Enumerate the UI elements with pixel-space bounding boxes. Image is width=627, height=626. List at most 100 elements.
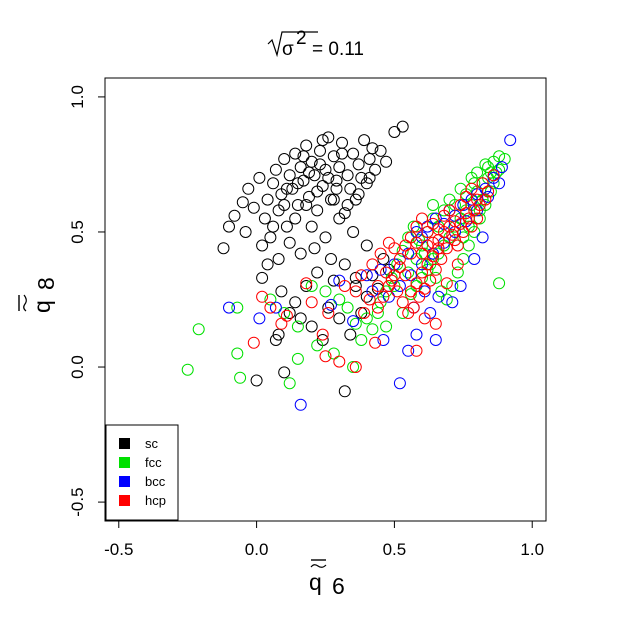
point-bcc [223, 301, 235, 314]
sqrt-symbol [267, 31, 318, 58]
point-hcp [440, 242, 453, 255]
point-bcc [468, 253, 481, 265]
point-sc [294, 312, 307, 325]
y-axis-title: q 8 [18, 277, 59, 313]
point-hcp [460, 207, 473, 220]
point-sc [341, 199, 354, 211]
y-tick-label: 1.0 [68, 85, 87, 109]
point-sc [330, 182, 343, 195]
point-sc [338, 258, 351, 271]
point-fcc [192, 323, 205, 336]
point-bcc [404, 269, 417, 282]
point-sc [258, 212, 271, 225]
point-hcp [319, 350, 332, 363]
point-bcc [393, 377, 406, 390]
point-fcc [333, 293, 346, 306]
point-fcc [416, 239, 428, 252]
point-hcp [363, 293, 376, 306]
point-fcc [479, 158, 492, 171]
point-hcp [404, 247, 417, 260]
y-label-symbol: q [29, 300, 55, 313]
point-hcp [371, 301, 384, 314]
point-fcc [234, 371, 247, 384]
point-fcc [498, 153, 511, 165]
point-sc [363, 171, 376, 184]
x-label-subscript: 6 [332, 573, 345, 599]
point-hcp [460, 190, 473, 203]
point-hcp [462, 212, 475, 225]
legend-box [105, 424, 179, 521]
point-sc [360, 177, 373, 190]
point-hcp [451, 239, 464, 252]
point-bcc [402, 344, 415, 357]
point-fcc [291, 352, 304, 365]
point-hcp [358, 307, 371, 319]
point-sc [278, 366, 291, 379]
point-bcc [325, 298, 337, 311]
x-tick-label: 0.5 [383, 540, 407, 559]
point-sc [371, 282, 384, 295]
point-hcp [391, 285, 404, 298]
point-sc [261, 258, 274, 271]
point-sc [280, 182, 293, 195]
point-hcp [449, 234, 461, 247]
point-sc [316, 134, 329, 147]
point-hcp [355, 269, 368, 282]
point-sc [347, 147, 360, 160]
point-hcp [385, 274, 398, 287]
point-sc [294, 247, 307, 260]
point-hcp [429, 263, 442, 276]
point-hcp [402, 307, 415, 319]
legend-label-hcp: hcp [145, 493, 166, 508]
data-points [181, 120, 517, 411]
point-hcp [410, 277, 423, 290]
point-bcc [454, 280, 467, 292]
point-sc [217, 242, 230, 255]
point-hcp [349, 361, 362, 373]
point-sc [256, 239, 269, 252]
title-power: 2 [296, 28, 307, 49]
point-fcc [181, 363, 194, 376]
legend-swatch-bcc [119, 476, 130, 487]
point-hcp [451, 258, 464, 271]
point-sc [223, 220, 235, 233]
point-sc [275, 285, 288, 298]
point-sc [311, 185, 324, 198]
point-bcc [294, 398, 307, 411]
point-bcc [374, 263, 387, 276]
x-tick-label: -0.5 [104, 540, 133, 559]
point-fcc [311, 339, 324, 352]
point-bcc [504, 134, 517, 147]
point-hcp [388, 269, 401, 282]
point-hcp [429, 317, 442, 330]
point-hcp [275, 317, 288, 330]
point-hcp [338, 280, 351, 292]
x-axis-title: q 6 [309, 559, 345, 599]
point-sc [269, 163, 282, 176]
point-fcc [457, 231, 470, 244]
point-fcc [396, 244, 409, 257]
point-fcc [360, 312, 373, 325]
x-tick-label: 1.0 [520, 540, 544, 559]
point-sc [305, 220, 318, 233]
point-sc [344, 328, 357, 341]
point-sc [267, 177, 280, 190]
point-hcp [443, 204, 456, 217]
point-sc [242, 182, 255, 195]
point-bcc [360, 269, 373, 282]
point-hcp [432, 234, 445, 247]
point-fcc [404, 288, 417, 301]
point-sc [256, 271, 269, 284]
point-sc [283, 307, 296, 319]
point-hcp [280, 309, 293, 322]
point-fcc [291, 320, 304, 333]
point-hcp [440, 277, 453, 290]
point-hcp [247, 336, 260, 349]
point-sc [314, 158, 326, 171]
point-sc [314, 144, 326, 157]
point-hcp [393, 261, 406, 274]
point-bcc [495, 161, 508, 174]
point-sc [333, 312, 346, 325]
point-fcc [319, 285, 332, 298]
point-sc [250, 374, 263, 387]
